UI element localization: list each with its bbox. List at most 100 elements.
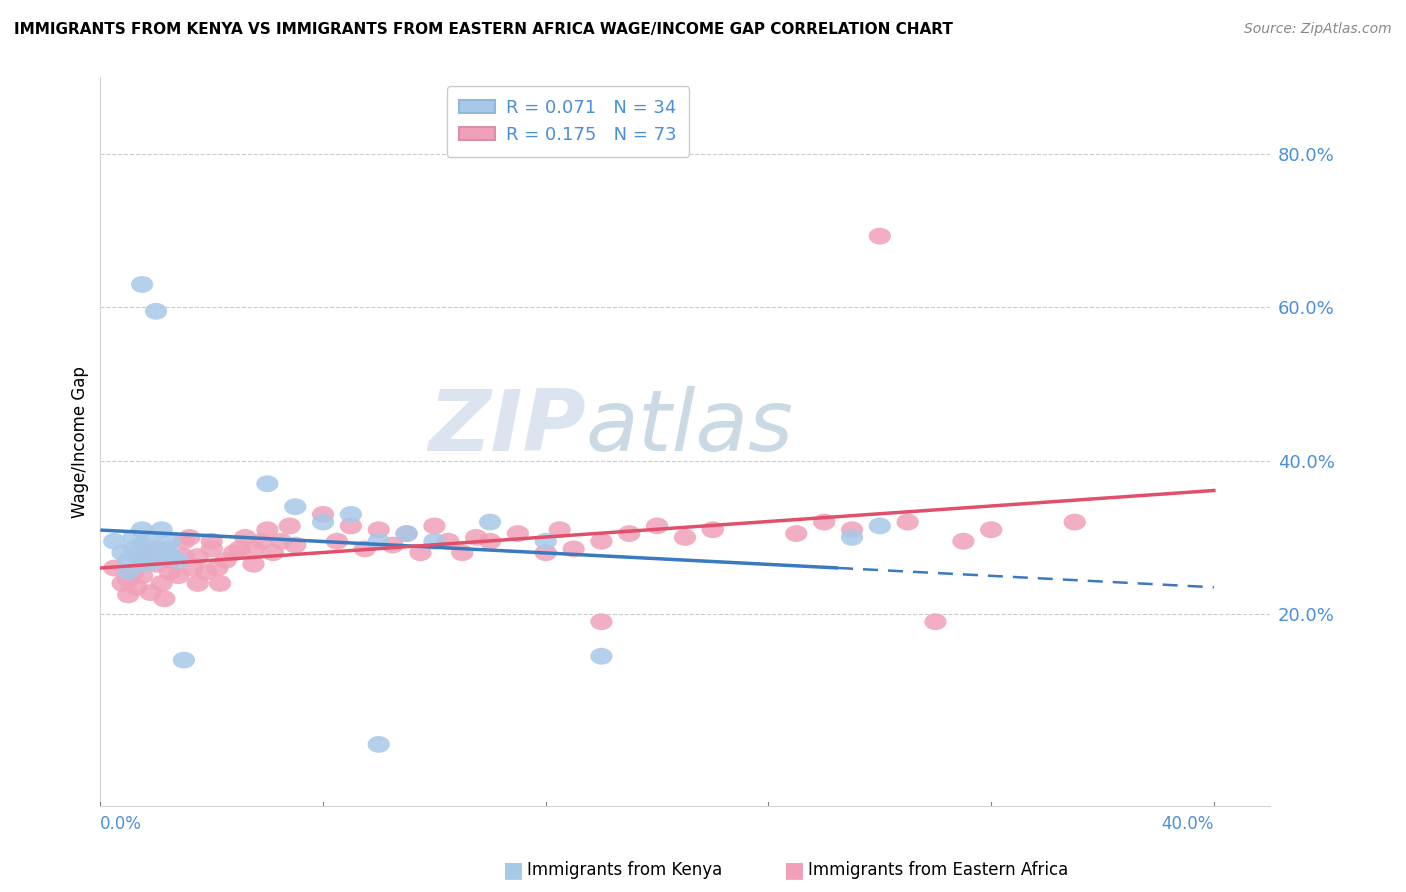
Ellipse shape [591,614,613,630]
Ellipse shape [131,552,153,569]
Ellipse shape [233,529,256,546]
Ellipse shape [111,575,134,591]
Ellipse shape [437,533,460,549]
Ellipse shape [409,544,432,561]
Ellipse shape [897,514,918,531]
Ellipse shape [159,552,181,569]
Ellipse shape [207,559,228,576]
Ellipse shape [179,529,201,546]
Ellipse shape [173,549,195,565]
Ellipse shape [841,521,863,538]
Ellipse shape [122,564,145,581]
Ellipse shape [122,541,145,558]
Ellipse shape [145,541,167,558]
Ellipse shape [145,556,167,573]
Ellipse shape [673,529,696,546]
Text: Source: ZipAtlas.com: Source: ZipAtlas.com [1244,22,1392,37]
Ellipse shape [167,567,190,584]
Text: 40.0%: 40.0% [1161,815,1213,833]
Ellipse shape [150,575,173,591]
Ellipse shape [479,514,501,531]
Ellipse shape [117,586,139,603]
Ellipse shape [134,556,156,573]
Ellipse shape [465,529,488,546]
Ellipse shape [250,533,273,549]
Ellipse shape [312,514,335,531]
Y-axis label: Wage/Income Gap: Wage/Income Gap [72,366,89,517]
Ellipse shape [381,537,404,554]
Ellipse shape [167,552,190,569]
Ellipse shape [256,475,278,492]
Ellipse shape [813,514,835,531]
Ellipse shape [201,533,222,549]
Ellipse shape [326,533,349,549]
Ellipse shape [242,556,264,573]
Text: 0.0%: 0.0% [100,815,142,833]
Ellipse shape [702,521,724,538]
Ellipse shape [209,575,231,591]
Ellipse shape [924,614,946,630]
Ellipse shape [131,567,153,584]
Ellipse shape [869,517,891,534]
Ellipse shape [131,537,153,554]
Ellipse shape [952,533,974,549]
Ellipse shape [222,544,245,561]
Ellipse shape [242,541,264,558]
Ellipse shape [395,525,418,542]
Ellipse shape [619,525,640,542]
Ellipse shape [103,559,125,576]
Ellipse shape [395,525,418,542]
Ellipse shape [187,549,209,565]
Text: ZIP: ZIP [427,385,585,468]
Ellipse shape [340,506,361,523]
Ellipse shape [367,521,389,538]
Ellipse shape [139,544,162,561]
Ellipse shape [145,302,167,319]
Ellipse shape [117,552,139,569]
Ellipse shape [139,533,162,549]
Ellipse shape [125,579,148,596]
Ellipse shape [181,559,204,576]
Ellipse shape [506,525,529,542]
Ellipse shape [841,529,863,546]
Ellipse shape [117,564,139,581]
Text: ■: ■ [785,860,804,880]
Ellipse shape [122,529,145,546]
Ellipse shape [125,549,148,565]
Ellipse shape [340,517,361,534]
Ellipse shape [1063,514,1085,531]
Ellipse shape [131,521,153,538]
Ellipse shape [159,564,181,581]
Ellipse shape [591,533,613,549]
Ellipse shape [645,517,668,534]
Text: atlas: atlas [585,385,793,468]
Ellipse shape [562,541,585,558]
Ellipse shape [278,517,301,534]
Ellipse shape [145,552,167,569]
Ellipse shape [423,517,446,534]
Text: Immigrants from Kenya: Immigrants from Kenya [527,861,723,879]
Ellipse shape [270,533,292,549]
Ellipse shape [312,506,335,523]
Ellipse shape [187,575,209,591]
Ellipse shape [201,541,222,558]
Ellipse shape [195,564,218,581]
Ellipse shape [479,533,501,549]
Ellipse shape [139,584,162,601]
Text: IMMIGRANTS FROM KENYA VS IMMIGRANTS FROM EASTERN AFRICA WAGE/INCOME GAP CORRELAT: IMMIGRANTS FROM KENYA VS IMMIGRANTS FROM… [14,22,953,37]
Ellipse shape [591,648,613,665]
Ellipse shape [111,544,134,561]
Ellipse shape [869,227,891,244]
Ellipse shape [173,533,195,549]
Ellipse shape [980,521,1002,538]
Ellipse shape [451,544,474,561]
Text: ■: ■ [503,860,523,880]
Ellipse shape [150,521,173,538]
Ellipse shape [284,499,307,516]
Ellipse shape [367,736,389,753]
Ellipse shape [103,533,125,549]
Ellipse shape [423,533,446,549]
Ellipse shape [548,521,571,538]
Ellipse shape [256,521,278,538]
Ellipse shape [156,541,179,558]
